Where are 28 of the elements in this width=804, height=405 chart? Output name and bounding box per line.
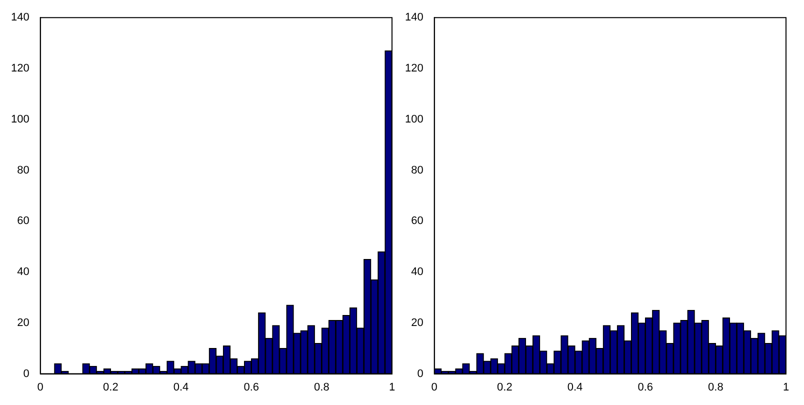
y-tick-label: 100 bbox=[10, 113, 30, 126]
y-tick-label: 120 bbox=[10, 62, 30, 75]
y-tick-label: 60 bbox=[411, 215, 424, 228]
y-tick-label: 20 bbox=[17, 316, 30, 329]
y-tick-label: 0 bbox=[417, 368, 424, 380]
x-tick-label: 1 bbox=[782, 381, 790, 394]
y-tick-label: 120 bbox=[404, 62, 424, 75]
x-tick-label: 0.6 bbox=[638, 381, 653, 394]
y-tick-label: 40 bbox=[411, 266, 424, 278]
y-tick-label: 140 bbox=[10, 12, 30, 24]
x-tick-label: 0.8 bbox=[708, 381, 724, 394]
x-tick-label: 0.4 bbox=[173, 381, 189, 394]
y-tick-label: 140 bbox=[404, 12, 424, 24]
x-tick-label: 0.2 bbox=[103, 381, 118, 394]
x-tick-label: 0 bbox=[37, 381, 44, 394]
y-tick-label: 40 bbox=[17, 266, 30, 278]
x-tick-label: 0.2 bbox=[497, 381, 512, 394]
y-tick-label: 100 bbox=[404, 113, 424, 126]
y-tick-label: 80 bbox=[17, 164, 30, 176]
x-tick-label: 0.8 bbox=[314, 381, 330, 394]
y-tick-label: 60 bbox=[17, 215, 30, 228]
y-tick-label: 80 bbox=[411, 164, 424, 176]
x-tick-label: 0.4 bbox=[567, 381, 583, 394]
x-tick-label: 0 bbox=[431, 381, 438, 394]
y-tick-label: 20 bbox=[411, 316, 424, 329]
x-tick-label: 1 bbox=[388, 381, 396, 394]
y-tick-label: 0 bbox=[23, 368, 30, 380]
x-tick-label: 0.6 bbox=[244, 381, 259, 394]
